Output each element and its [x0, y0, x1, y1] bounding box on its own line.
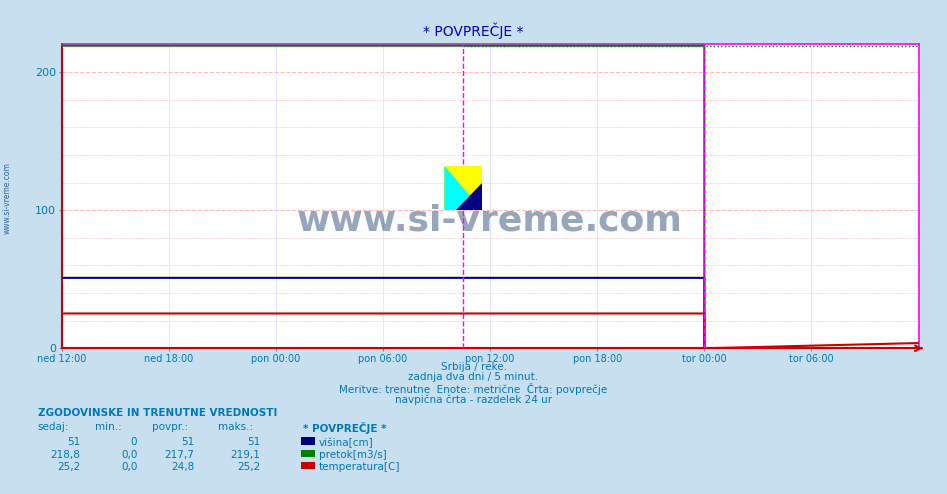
- Text: 217,7: 217,7: [164, 450, 194, 459]
- Text: 24,8: 24,8: [170, 462, 194, 472]
- Text: min.:: min.:: [95, 422, 121, 432]
- Text: 51: 51: [181, 437, 194, 447]
- Text: zadnja dva dni / 5 minut.: zadnja dva dni / 5 minut.: [408, 372, 539, 382]
- Text: višina[cm]: višina[cm]: [319, 437, 374, 448]
- Text: temperatura[C]: temperatura[C]: [319, 462, 401, 472]
- Text: www.si-vreme.com: www.si-vreme.com: [3, 162, 12, 234]
- Text: navpična črta - razdelek 24 ur: navpična črta - razdelek 24 ur: [395, 394, 552, 405]
- Text: povpr.:: povpr.:: [152, 422, 188, 432]
- Text: 218,8: 218,8: [50, 450, 80, 459]
- Text: 219,1: 219,1: [230, 450, 260, 459]
- Text: Meritve: trenutne  Enote: metrične  Črta: povprečje: Meritve: trenutne Enote: metrične Črta: …: [339, 383, 608, 395]
- Text: sedaj:: sedaj:: [38, 422, 69, 432]
- Text: 25,2: 25,2: [57, 462, 80, 472]
- Text: 51: 51: [67, 437, 80, 447]
- Text: * POVPREČJE *: * POVPREČJE *: [423, 22, 524, 39]
- Text: Srbija / reke.: Srbija / reke.: [440, 362, 507, 371]
- Text: * POVPREČJE *: * POVPREČJE *: [303, 422, 386, 434]
- Text: 25,2: 25,2: [237, 462, 260, 472]
- Text: maks.:: maks.:: [218, 422, 253, 432]
- Text: ZGODOVINSKE IN TRENUTNE VREDNOSTI: ZGODOVINSKE IN TRENUTNE VREDNOSTI: [38, 408, 277, 417]
- Text: 0,0: 0,0: [121, 450, 137, 459]
- Polygon shape: [456, 183, 482, 210]
- Text: pretok[m3/s]: pretok[m3/s]: [319, 450, 387, 459]
- Text: 0,0: 0,0: [121, 462, 137, 472]
- Text: 51: 51: [247, 437, 260, 447]
- Text: 0: 0: [131, 437, 137, 447]
- Text: www.si-vreme.com: www.si-vreme.com: [297, 204, 683, 238]
- Polygon shape: [444, 165, 482, 210]
